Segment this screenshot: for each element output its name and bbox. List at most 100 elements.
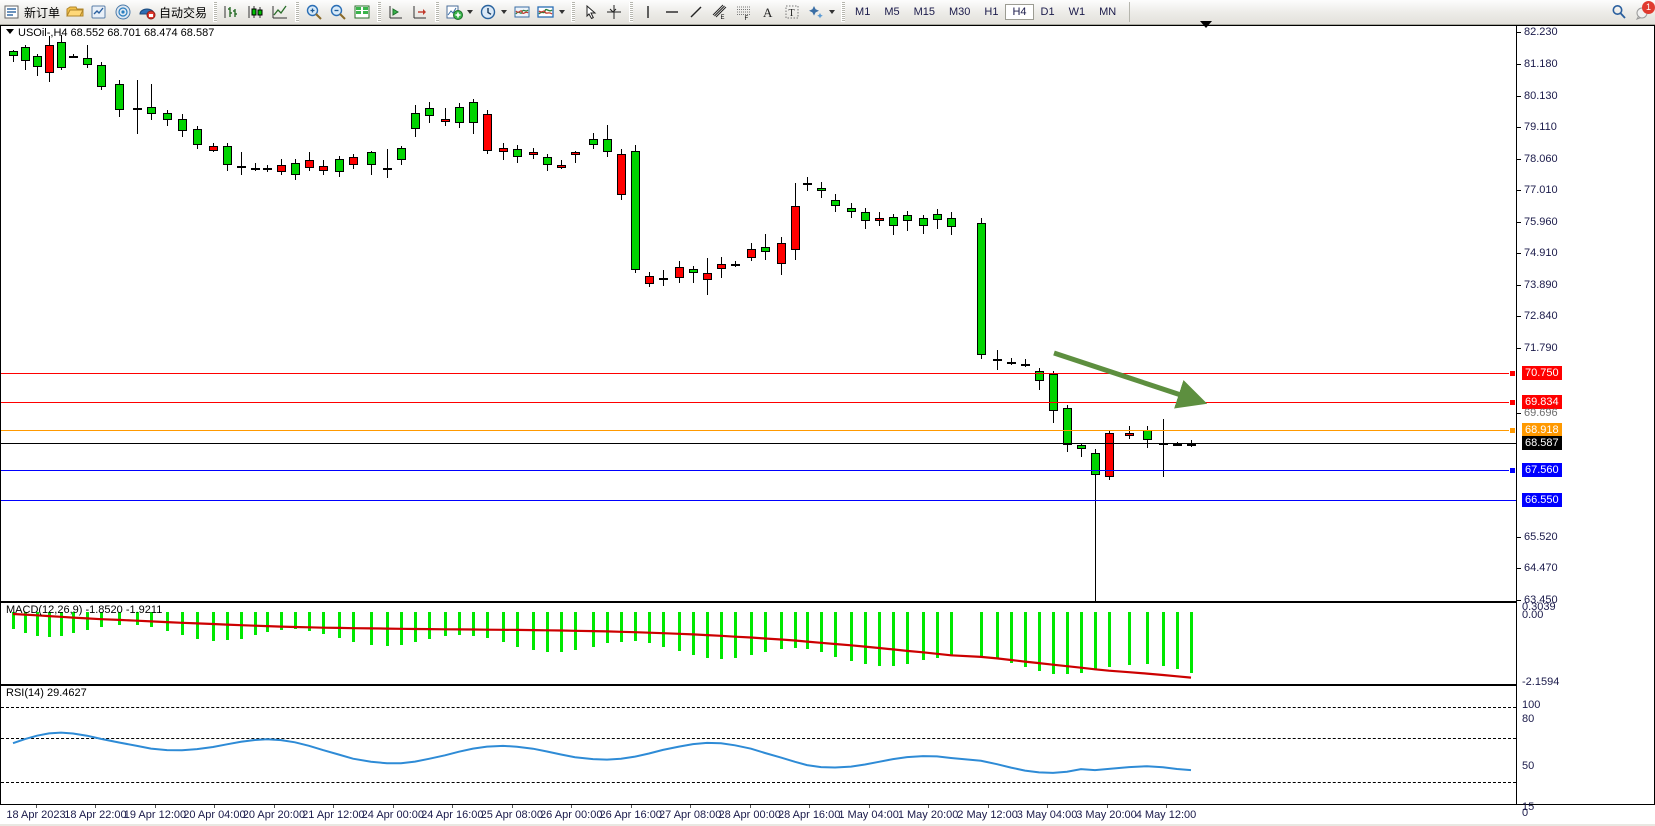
signals-button[interactable] [111,1,135,23]
templates-button[interactable] [510,1,534,23]
zoom-in-button[interactable] [302,1,326,23]
price-tick [1517,127,1521,128]
rsi-pane[interactable]: RSI(14) 29.4627 [0,685,1517,805]
candle-wick [1129,426,1130,439]
zoom-out-button[interactable] [326,1,350,23]
timeframe-m30[interactable]: M30 [949,6,971,18]
price-label-77010: 77.010 [1524,184,1558,196]
price-label-65520: 65.520 [1524,531,1558,543]
timeframe-w1[interactable]: W1 [1068,6,1086,18]
macd-bar [502,612,505,643]
price-tick [1517,348,1521,349]
entry-line-68918[interactable] [1,430,1516,431]
entry-line-68918-handle[interactable] [1509,427,1516,434]
macd-bar [322,612,325,634]
resistance-line-70750[interactable] [1,373,1516,374]
fibonacci-button[interactable]: F [732,1,756,23]
folder-button[interactable] [63,1,87,23]
price-scale[interactable]: 82.230 81.180 80.130 79.110 78.060 77.010 75.9… [1517,25,1655,805]
text-button[interactable]: A [756,1,780,23]
support-line-67560[interactable] [1,470,1516,471]
search-button[interactable] [1607,1,1631,23]
objects-button[interactable] [804,1,838,23]
candle-body [803,183,812,186]
cursor-icon [581,3,599,21]
time-label: 4 May 12:00 [1135,809,1197,821]
macd-bar [294,612,297,630]
horizontal-line-button[interactable] [660,1,684,23]
data-window-button[interactable] [350,1,374,23]
time-label: 3 May 20:00 [1076,809,1137,821]
text-label-button[interactable]: T [780,1,804,23]
time-tick [95,805,97,808]
support-line-67560-handle[interactable] [1509,467,1516,474]
chevron-down-icon[interactable] [467,10,474,14]
current-price-line[interactable] [1,443,1516,444]
cursor-button[interactable] [578,1,602,23]
equidistant-channel-icon: E [711,3,729,21]
toolbar-separator [377,2,382,22]
chevron-down-icon[interactable] [501,10,508,14]
chevron-down-icon[interactable] [559,10,566,14]
candle-body [469,101,478,124]
downtrend-arrow [1053,350,1208,409]
templates-dropdown-button[interactable] [534,1,568,23]
new-order-button[interactable]: 新订单 [0,1,63,23]
chevron-down-icon[interactable] [829,10,836,14]
candle-body [717,264,726,269]
support-line-66550[interactable] [1,500,1516,501]
time-label: 19 Apr 12:00 [123,809,187,821]
candle-body [513,149,522,158]
timeframe-m15[interactable]: M15 [913,6,935,18]
price-pane[interactable]: USOil-,H4 68.552 68.701 68.474 68.587 [0,21,1517,602]
candle-body [193,129,202,145]
timeframe-mn[interactable]: MN [1099,6,1117,18]
trendline-button[interactable] [684,1,708,23]
candle-wick [151,83,152,121]
price-label-71790: 71.790 [1524,342,1558,354]
candle-body [875,218,884,222]
crosshair-button[interactable] [602,1,626,23]
timeframe-m1[interactable]: M1 [855,6,871,18]
timeframe-m5[interactable]: M5 [884,6,900,18]
macd-bar [794,612,797,649]
time-label: 20 Apr 04:00 [183,809,246,821]
notification-button[interactable]: 1 [1631,1,1655,23]
candlestick-chart-button[interactable] [244,1,268,23]
vertical-line-button[interactable] [636,1,660,23]
candle-body [9,51,18,56]
auto-scroll-button[interactable] [384,1,408,23]
candle-body [178,118,187,131]
timeframe-h1[interactable]: H1 [984,6,999,18]
candle-wick [137,80,138,135]
macd-bar [592,612,595,647]
chart-shift-button[interactable] [408,1,432,23]
macd-bar [996,612,999,659]
macd-bar [266,612,269,633]
timeframe-h4[interactable]: H4 [1005,4,1034,20]
time-scale[interactable]: 18 Apr 2023 18 Apr 22:00 19 Apr 12:00 20 Ap… [0,805,1655,826]
chart-shift-marker[interactable] [1200,21,1212,28]
objects-icon [807,3,825,21]
equidistant-channel-button[interactable]: E [708,1,732,23]
data-window-icon [353,3,371,21]
resistance-line-70750-handle[interactable] [1509,370,1516,377]
auto-trading-button[interactable]: 自动交易 [135,1,210,23]
period-button[interactable] [476,1,510,23]
candle-wick [73,54,74,58]
candle-body [383,167,392,170]
bar-chart-button[interactable] [220,1,244,23]
collapse-triangle-icon[interactable] [6,29,14,34]
candle-body [947,218,956,228]
macd-pane[interactable]: MACD(12,26,9) -1.8520 -1.9211 [0,602,1517,685]
resistance-line-69834[interactable] [1,402,1516,403]
market-watch-button[interactable] [87,1,111,23]
line-chart-button[interactable] [268,1,292,23]
chart-area[interactable]: USOil-,H4 68.552 68.701 68.474 68.587 MA… [0,21,1655,826]
time-label: 20 Apr 20:00 [242,809,306,821]
add-indicator-button[interactable] [442,1,476,23]
candle-wick [241,152,242,176]
resistance-line-69834-handle[interactable] [1509,399,1516,406]
market-watch-icon [90,3,108,21]
timeframe-d1[interactable]: D1 [1040,6,1055,18]
